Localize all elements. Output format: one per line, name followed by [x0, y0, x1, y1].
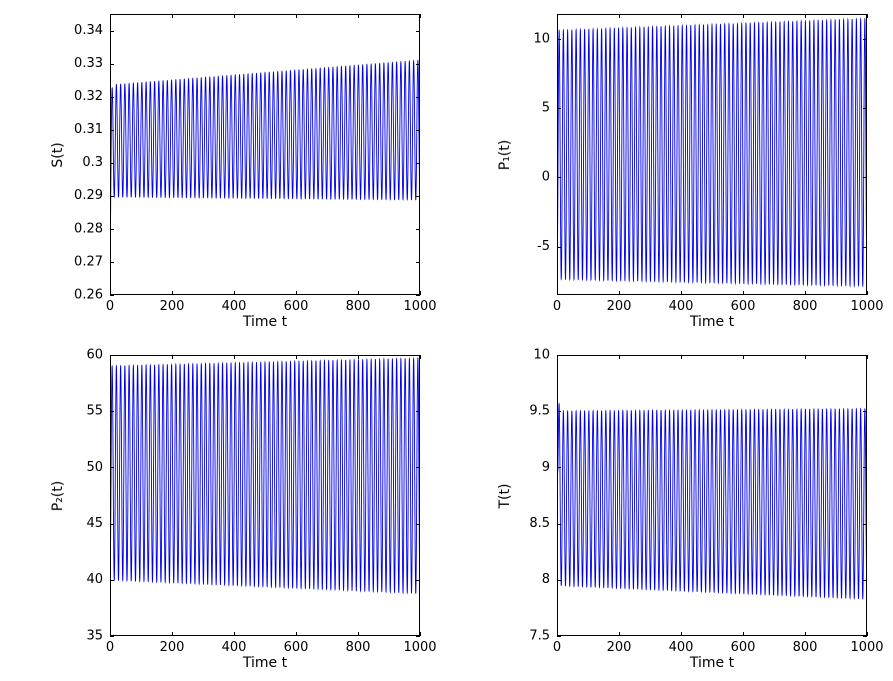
plot-canvas-t [447, 341, 893, 681]
y-axis-label-t: T(t) [497, 483, 513, 509]
panel-p1: P₁(t) Time t [447, 0, 893, 340]
plot-canvas-s [0, 0, 446, 340]
panel-s: S(t) Time t [0, 0, 446, 340]
plot-canvas-p1 [447, 0, 893, 340]
x-axis-label-p1: Time t [689, 314, 735, 330]
y-axis-label-p1: P₁(t) [497, 139, 513, 171]
x-axis-label-t: Time t [689, 655, 735, 671]
plot-canvas-p2 [0, 341, 446, 681]
y-axis-label-p2: P₂(t) [50, 480, 66, 512]
x-axis-label-p2: Time t [242, 655, 288, 671]
x-axis-label-s: Time t [242, 314, 288, 330]
y-axis-label-s: S(t) [50, 142, 66, 168]
panel-t: T(t) Time t [447, 341, 893, 681]
panel-p2: P₂(t) Time t [0, 341, 446, 681]
